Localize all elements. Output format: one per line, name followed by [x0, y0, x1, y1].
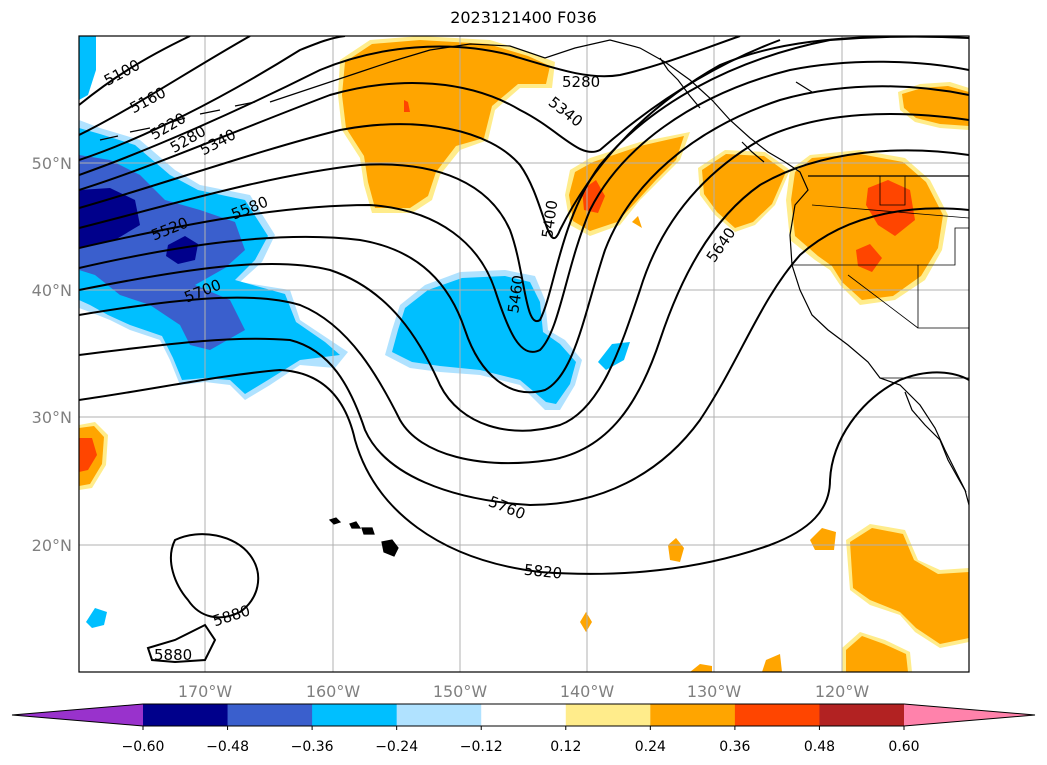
latitude-labels: 50°N 40°N 30°N 20°N	[32, 154, 72, 555]
positive-region-small-1	[632, 216, 642, 228]
contour-5100	[79, 36, 191, 106]
coastline-hawaii	[328, 517, 399, 557]
colorbar-tick-label: 0.60	[888, 739, 919, 755]
colorbar-tick-label: −0.24	[375, 739, 418, 755]
contour-label: 5400	[538, 199, 561, 239]
positive-region-mid-3	[582, 180, 605, 213]
contour-5400	[79, 36, 901, 240]
positive-region-s1-2	[846, 636, 908, 672]
colorbar-cell	[143, 704, 229, 726]
colorbar-cell	[227, 704, 313, 726]
colorbar-extend-high	[904, 704, 1035, 726]
colorbar-tick-label: 0.36	[719, 739, 750, 755]
contour-label: 5100	[101, 56, 143, 90]
border-state-5	[811, 204, 969, 219]
height-contours	[79, 36, 969, 664]
colorbar-cell	[481, 704, 567, 726]
longitude-labels: 170°W 160°W 150°W 140°W 130°W 120°W	[178, 682, 870, 701]
positive-region-ne-2	[902, 86, 969, 126]
positive-region-coastal-2	[702, 154, 786, 228]
lon-label: 140°W	[560, 682, 615, 701]
colorbar-tick-label: −0.48	[206, 739, 249, 755]
colorbar-ticks: −0.60 −0.48 −0.36 −0.24 −0.12 0.12 0.24 0.36 0.4…	[122, 726, 920, 755]
contour-5580	[79, 85, 969, 394]
positive-region-gulf-2	[342, 40, 550, 208]
positive-region-se-2	[850, 528, 969, 644]
contour-5160	[79, 36, 251, 136]
border-state-4	[847, 274, 919, 329]
contour-label: 5820	[523, 561, 563, 583]
colorbar-extend-low	[12, 704, 143, 726]
positive-region-s5	[762, 654, 782, 672]
lon-label: 170°W	[178, 682, 233, 701]
positive-region-west-edge-3	[79, 438, 97, 472]
colorbar-tick-label: 0.48	[804, 739, 835, 755]
contour-5880-small	[146, 623, 217, 664]
border-state-1	[879, 176, 906, 206]
colorbar-cells	[12, 704, 1035, 726]
colorbar-tick-label: 0.24	[635, 739, 666, 755]
contour-5460	[79, 36, 969, 323]
colorbar-cell	[734, 704, 820, 726]
contour-label: 5760	[486, 492, 528, 523]
positive-region-s2	[810, 528, 836, 550]
lat-label: 20°N	[32, 536, 72, 555]
negative-region-central-2	[392, 276, 576, 404]
lat-label: 50°N	[32, 154, 72, 173]
positive-region-gulf-spot	[404, 100, 410, 112]
contour-5340	[79, 39, 781, 191]
lon-label: 160°W	[306, 682, 361, 701]
colorbar: −0.60 −0.48 −0.36 −0.24 −0.12 0.12 0.24 0.36 0.4…	[11, 703, 1036, 755]
contour-5820	[79, 368, 969, 575]
negative-region-west-5	[166, 236, 198, 264]
colorbar-tick-label: 0.12	[550, 739, 581, 755]
colorbar-cell	[819, 704, 905, 726]
contour-label: 5160	[127, 83, 169, 117]
lon-label: 130°W	[687, 682, 742, 701]
contour-label: 5880	[154, 646, 192, 664]
colorbar-tick-label: −0.12	[460, 739, 503, 755]
colorbar-cell	[396, 704, 482, 726]
colorbar-tick-label: −0.60	[122, 739, 165, 755]
contour-5520	[79, 60, 969, 353]
coastline-bc-islands	[659, 57, 813, 163]
colorbar-cell	[650, 704, 736, 726]
colorbar-cell	[312, 704, 398, 726]
contour-5700	[79, 149, 969, 465]
map-frame	[78, 35, 970, 673]
contour-label: 5280	[562, 73, 600, 91]
positive-region-nw-us-3	[866, 180, 915, 236]
colorbar-cell	[565, 704, 651, 726]
coastline-baja	[904, 391, 967, 493]
lat-label: 30°N	[32, 408, 72, 427]
lon-label: 120°W	[815, 682, 870, 701]
contour-5640	[79, 113, 969, 432]
negative-region-small	[598, 342, 630, 370]
anomaly-shading	[79, 36, 969, 672]
contour-5280a	[79, 36, 741, 176]
map-title: 2023121400 F036	[450, 8, 597, 27]
lat-label: 40°N	[32, 281, 72, 300]
negative-region-dot	[86, 608, 107, 628]
contour-label: 5340	[545, 93, 586, 131]
positive-region-s6	[690, 664, 712, 672]
coastline-west-us	[784, 161, 969, 506]
contour-label: 5460	[504, 274, 527, 314]
colorbar-tick-label: −0.36	[291, 739, 334, 755]
border-state-2	[792, 227, 969, 266]
contour-5760	[79, 207, 969, 507]
contour-label: 5880	[211, 601, 253, 630]
lon-label: 150°W	[433, 682, 488, 701]
positive-region-s4	[580, 612, 592, 632]
negative-region-top-left	[79, 36, 96, 100]
contour-5220	[79, 36, 346, 161]
contour-5880-loop	[170, 533, 260, 619]
positive-region-s3	[668, 538, 684, 562]
